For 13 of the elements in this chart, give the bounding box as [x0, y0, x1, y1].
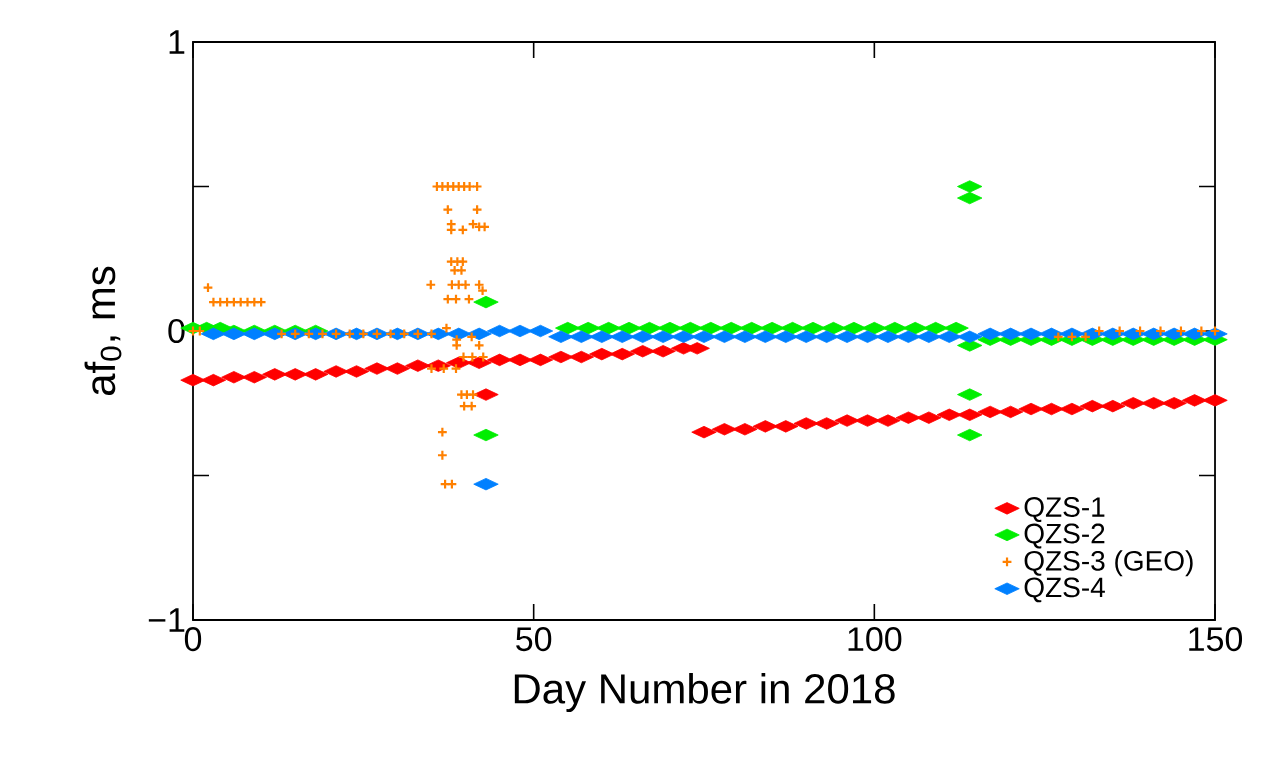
x-axis-title: Day Number in 2018 — [514, 672, 895, 713]
x-tick-label: 50 — [516, 627, 552, 652]
legend-label: QZS-2 — [1024, 523, 1105, 549]
x-tick-label: 150 — [1189, 627, 1243, 652]
x-tick-label: 100 — [848, 627, 902, 652]
legend-label: QZS-1 — [1024, 497, 1105, 522]
y-tick-label: 0 — [168, 318, 185, 344]
legend-label: QZS-4 — [1024, 577, 1105, 603]
y-tick-label: 1 — [169, 30, 185, 54]
y-axis-title: af$_{0}$, ms — [84, 266, 122, 396]
legend-label: QZS-3 (GEO) — [1024, 550, 1193, 577]
y-tick-label: −1 — [148, 608, 185, 632]
x-tick-label: 0 — [184, 627, 202, 652]
